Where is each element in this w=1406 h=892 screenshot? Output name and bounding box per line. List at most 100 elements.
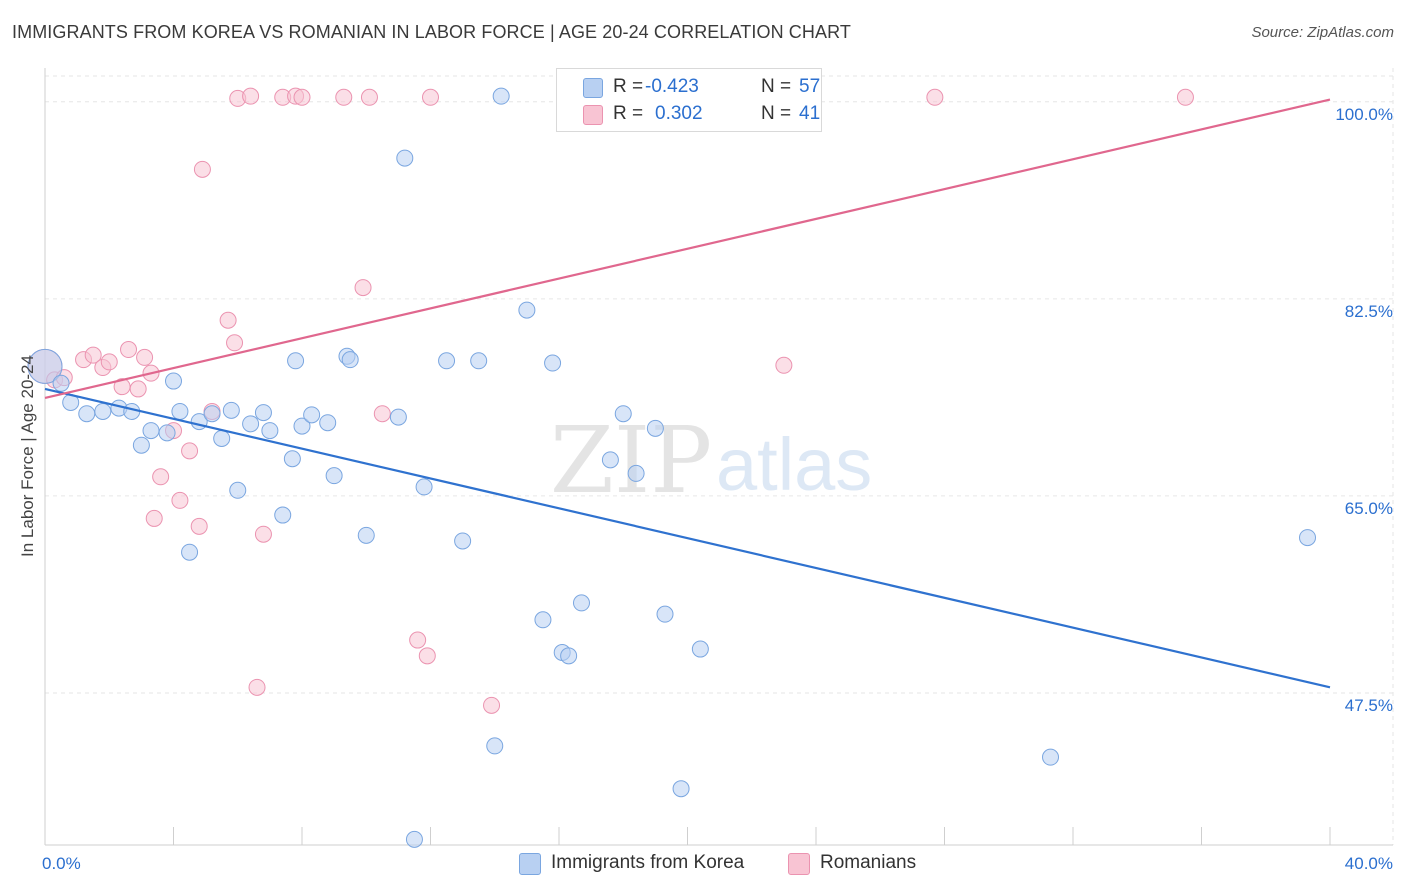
y-axis-label: In Labor Force | Age 20-24	[18, 355, 37, 557]
korea-point	[171, 402, 189, 420]
korea-point	[1042, 748, 1060, 766]
x-tick-label: 0.0%	[42, 854, 81, 873]
korea-trend-line	[44, 387, 1331, 689]
korea-point	[283, 450, 301, 468]
korea-point	[544, 354, 562, 372]
korea-point	[274, 506, 292, 524]
grid-layer	[45, 68, 1394, 845]
axis-layer	[44, 68, 1393, 846]
watermark-zip: ZIP	[550, 407, 712, 514]
legend-swatch-korea	[583, 78, 603, 98]
korea-point	[357, 526, 375, 544]
korea-point	[52, 374, 70, 392]
korea-point	[229, 481, 247, 499]
korea-point	[94, 402, 112, 420]
legend-n-label: N =	[761, 76, 792, 97]
romania-point	[193, 160, 211, 178]
korea-point	[601, 451, 619, 469]
korea-point	[165, 372, 182, 390]
korea-points	[27, 87, 1317, 848]
korea-point	[319, 414, 337, 432]
legend-swatch-romania	[583, 105, 603, 125]
korea-point	[691, 640, 709, 658]
trend-lines	[44, 98, 1331, 689]
romania-point	[84, 346, 102, 364]
romania-point	[254, 525, 272, 543]
korea-point	[293, 417, 311, 435]
korea-point	[492, 87, 510, 105]
watermark: ZIP atlas	[550, 407, 872, 514]
bottom-legend-swatch-korea	[519, 853, 541, 875]
romania-point	[181, 442, 199, 460]
korea-point	[415, 478, 433, 496]
korea-point	[142, 422, 160, 440]
legend-r-label: R =	[613, 76, 644, 97]
romania-point	[422, 88, 439, 106]
bottom-legend-label-romania: Romanians	[820, 852, 917, 873]
x-tick-label: 40.0%	[1345, 854, 1393, 873]
bottom-legend-label-korea: Immigrants from Korea	[551, 852, 745, 873]
korea-point	[438, 352, 456, 370]
watermark-atlas: atlas	[716, 423, 872, 506]
korea-point	[572, 594, 590, 612]
romania-point	[1176, 88, 1194, 106]
romania-point	[409, 631, 427, 649]
korea-point	[261, 422, 279, 440]
legend-n-label: N =	[761, 103, 792, 124]
romania-point	[335, 88, 353, 106]
korea-point	[242, 415, 260, 433]
korea-point	[405, 830, 423, 848]
romania-trend-line	[44, 98, 1331, 400]
romania-point	[190, 517, 208, 535]
romania-point	[171, 491, 189, 509]
korea-point	[78, 405, 96, 423]
korea-point	[1299, 529, 1317, 547]
korea-point	[203, 405, 221, 423]
romania-point	[152, 468, 170, 486]
romania-point	[248, 678, 266, 696]
korea-point	[518, 301, 536, 319]
romania-point	[219, 311, 237, 329]
korea-point	[614, 405, 632, 423]
legend-n-value-romania: 41	[799, 103, 821, 124]
korea-point	[396, 149, 414, 167]
source-label: Source: ZipAtlas.com	[1251, 24, 1394, 41]
romania-point	[354, 279, 372, 297]
y-tick-label: 47.5%	[1345, 696, 1393, 715]
bottom-legend-swatch-romania	[788, 853, 810, 875]
romania-point	[360, 88, 378, 106]
romania-point	[100, 353, 118, 371]
correlation-legend: R = -0.423 N = 57 R = 0.302 N = 41	[556, 68, 822, 132]
korea-point	[672, 780, 690, 798]
romanians-points	[27, 87, 1194, 714]
korea-point	[287, 352, 305, 370]
korea-point	[158, 424, 176, 442]
korea-point	[656, 605, 674, 623]
legend-r-value-romania: 0.302	[655, 103, 703, 124]
korea-point	[303, 406, 321, 424]
korea-point	[560, 647, 578, 665]
korea-point	[181, 543, 199, 561]
legend-r-value-korea: -0.423	[645, 76, 699, 97]
korea-point	[222, 401, 240, 419]
legend-n-value-korea: 57	[799, 76, 821, 97]
y-tick-label: 100.0%	[1335, 105, 1393, 124]
romania-point	[775, 356, 793, 374]
korea-point	[646, 419, 664, 437]
romania-point	[293, 88, 311, 106]
romania-point	[145, 509, 163, 527]
y-tick-label: 65.0%	[1345, 499, 1393, 518]
korea-point	[627, 464, 645, 482]
romania-point	[242, 87, 260, 105]
y-tick-label: 82.5%	[1345, 302, 1393, 321]
korea-point	[534, 611, 552, 629]
korea-point	[486, 737, 504, 755]
romania-point	[483, 696, 501, 714]
romania-point	[129, 380, 147, 398]
korea-point	[254, 404, 272, 422]
tick-labels: 47.5% 65.0% 82.5% 100.0% 0.0% 40.0%	[42, 105, 1393, 873]
korea-point	[132, 436, 150, 454]
korea-point	[325, 467, 343, 485]
korea-point	[470, 352, 488, 370]
